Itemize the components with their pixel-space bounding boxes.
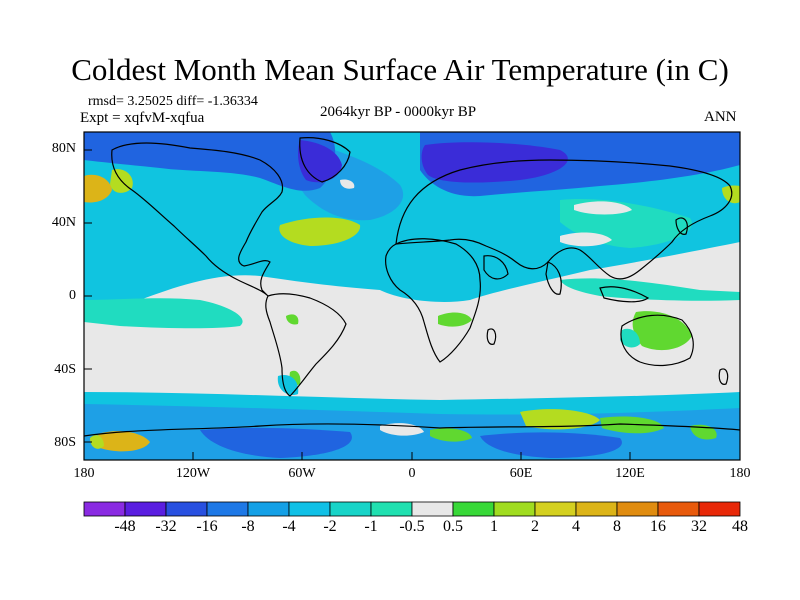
map-title: Coldest Month Mean Surface Air Temperatu… bbox=[71, 52, 729, 87]
cold-antarctica-west bbox=[200, 427, 352, 458]
colorbar-swatch bbox=[698, 501, 741, 517]
coast-arabia bbox=[483, 255, 509, 280]
colorbar-label: -48 bbox=[114, 518, 136, 535]
lon-label-120w: 120W bbox=[175, 466, 211, 481]
colorbar-swatch bbox=[247, 501, 290, 517]
colorbar-label: 0.5 bbox=[443, 518, 463, 535]
lon-label-0: 0 bbox=[408, 466, 416, 481]
warm-amazon-patch bbox=[286, 314, 299, 325]
colorbar-swatch bbox=[288, 501, 331, 517]
colorbar-swatch bbox=[411, 501, 454, 517]
coast-madagascar bbox=[486, 328, 497, 345]
cool-australia-west bbox=[620, 328, 640, 348]
axis-ticks bbox=[83, 149, 741, 460]
colorbar-swatch bbox=[657, 501, 700, 517]
coast-antarctica bbox=[83, 423, 741, 437]
coast-greenland bbox=[299, 137, 351, 183]
coast-south-america bbox=[265, 293, 347, 397]
lat-label-80s: 80S bbox=[54, 435, 76, 450]
colorbar-swatch bbox=[452, 501, 495, 517]
very-cold-siberia bbox=[421, 142, 568, 183]
colorbar-swatch bbox=[165, 501, 208, 517]
colorbar-label: 48 bbox=[732, 518, 748, 535]
stats-text: rmsd= 3.25025 diff= -1.36334 bbox=[88, 94, 258, 109]
colorbar-label: -32 bbox=[155, 518, 177, 535]
coast-north-america bbox=[111, 142, 284, 297]
coast-india bbox=[545, 261, 562, 295]
colorbar-label: 2 bbox=[531, 518, 539, 535]
colorbar-swatch bbox=[329, 501, 372, 517]
colorbar-label: 16 bbox=[650, 518, 666, 535]
cold-arctic-west bbox=[84, 132, 336, 191]
lon-label-120e: 120E bbox=[615, 466, 645, 481]
coast-indonesia bbox=[599, 286, 650, 303]
lon-label-60w: 60W bbox=[288, 466, 316, 481]
cool-tropics-east bbox=[560, 278, 740, 301]
cold-antarctica-east bbox=[480, 432, 622, 458]
lon-label-180e: 180 bbox=[729, 466, 751, 481]
season-label: ANN bbox=[704, 109, 737, 125]
warm-east-antarctica-1 bbox=[520, 409, 600, 430]
colorbar-label: 4 bbox=[572, 518, 580, 535]
colorbar-swatch bbox=[534, 501, 577, 517]
coast-japan bbox=[675, 217, 688, 235]
colorbar-label: 1 bbox=[490, 518, 498, 535]
warm-ross-sea bbox=[690, 424, 717, 440]
coast-australia bbox=[620, 314, 694, 367]
warm-weddell-edge bbox=[90, 435, 104, 449]
colorbar-swatch bbox=[616, 501, 659, 517]
coast-eurasia bbox=[395, 159, 733, 280]
coast-africa bbox=[385, 238, 481, 363]
colorbar-label: -0.5 bbox=[399, 518, 425, 535]
arctic-snow-patch-1 bbox=[340, 179, 355, 189]
colorbar-label: 32 bbox=[691, 518, 707, 535]
warm-weddell bbox=[98, 431, 150, 452]
colorbar-label: -2 bbox=[323, 518, 337, 535]
experiment-label: Expt = xqfvM-xqfua bbox=[80, 110, 205, 126]
coast-newzealand bbox=[718, 368, 729, 385]
lat-label-40s: 40S bbox=[54, 362, 76, 377]
lat-label-40n: 40N bbox=[51, 215, 76, 230]
period-label: 2064kyr BP - 0000kyr BP bbox=[320, 104, 477, 120]
colorbar-label: -1 bbox=[364, 518, 378, 535]
colorbar-label: -8 bbox=[241, 518, 255, 535]
warm-east-antarctica-3 bbox=[430, 428, 472, 442]
colorbar-swatch bbox=[124, 501, 167, 517]
colorbar-label: -4 bbox=[282, 518, 296, 535]
colorbar-swatch bbox=[83, 501, 126, 517]
asia-snow-patch bbox=[560, 232, 612, 247]
warm-africa-patch bbox=[438, 312, 472, 327]
colorbar-swatch bbox=[493, 501, 536, 517]
lat-label-0: 0 bbox=[69, 288, 76, 303]
colorbar-swatch bbox=[206, 501, 249, 517]
warm-atlantic-patch bbox=[279, 217, 361, 246]
colorbar-swatch bbox=[370, 501, 413, 517]
lon-label-180w: 180 bbox=[73, 466, 95, 481]
warm-australia bbox=[632, 311, 692, 351]
warm-siberia-edge bbox=[722, 185, 740, 204]
arctic-snow-patch-2 bbox=[574, 201, 632, 215]
warm-alaska bbox=[84, 174, 112, 203]
coastlines bbox=[83, 137, 741, 437]
colorbar-label: -16 bbox=[196, 518, 218, 535]
colorbar bbox=[83, 501, 741, 517]
lat-label-80n: 80N bbox=[51, 141, 76, 156]
colorbar-label: 8 bbox=[613, 518, 621, 535]
cool-tropics-pacific bbox=[84, 298, 243, 329]
lon-label-60e: 60E bbox=[509, 466, 533, 481]
temperature-field bbox=[84, 132, 740, 460]
colorbar-swatch bbox=[575, 501, 618, 517]
